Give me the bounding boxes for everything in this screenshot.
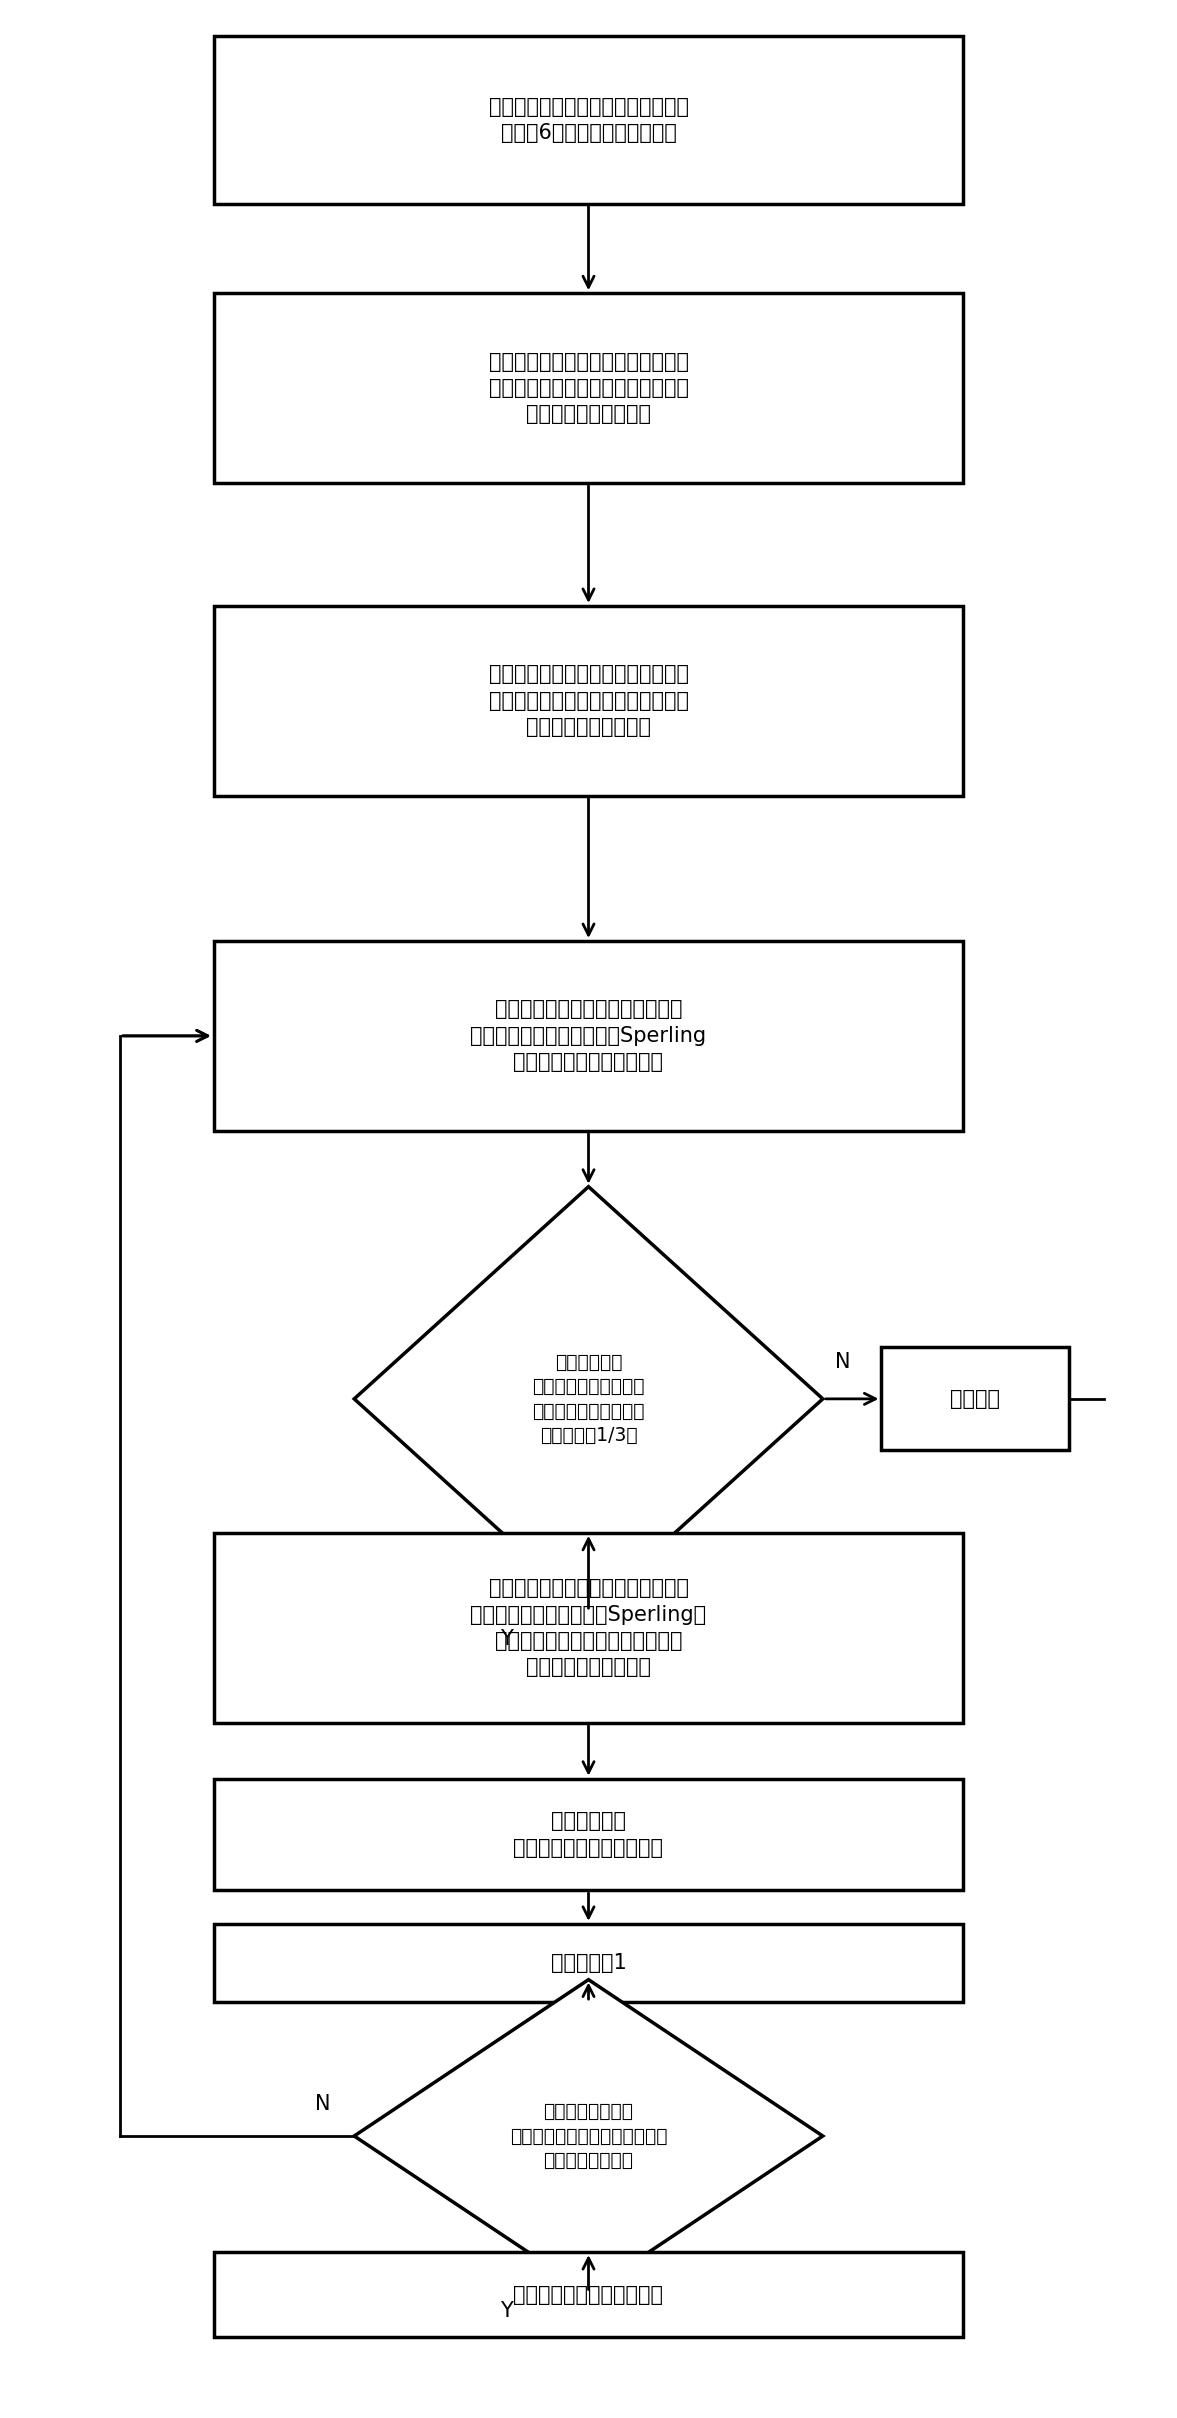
FancyBboxPatch shape: [214, 941, 963, 1132]
FancyBboxPatch shape: [214, 293, 963, 484]
Text: Y: Y: [500, 1630, 513, 1649]
Text: 确定悬架参数的优化范围，并随机产
生所有粒子的初始位置，同时随机产
生所有粒子的初始速度: 确定悬架参数的优化范围，并随机产 生所有粒子的初始位置，同时随机产 生所有粒子的…: [488, 665, 689, 737]
Text: 得到最优解即最优悬架参数: 得到最优解即最优悬架参数: [513, 2285, 664, 2304]
FancyBboxPatch shape: [214, 1925, 963, 2002]
FancyBboxPatch shape: [214, 607, 963, 796]
Text: 根据牛顿运动力学原理，建立轨道车
辆垂向6自由度动力学数学模型: 根据牛顿运动力学原理，建立轨道车 辆垂向6自由度动力学数学模型: [488, 97, 689, 143]
Polygon shape: [354, 1980, 823, 2292]
Text: 悬架参数是否
位于优化范围？悬架动
挠度均方根值是否小于
限位行程的1/3？: 悬架参数是否 位于优化范围？悬架动 挠度均方根值是否小于 限位行程的1/3？: [532, 1354, 645, 1444]
Text: 根据更新公式
进行粒子位置和速度的更新: 根据更新公式 进行粒子位置和速度的更新: [513, 1811, 664, 1857]
Polygon shape: [354, 1187, 823, 1610]
Text: 迭代次数是否达到
最大迭代次数？粒子适应度是否
满足适应度要求？: 迭代次数是否达到 最大迭代次数？粒子适应度是否 满足适应度要求？: [510, 2101, 667, 2169]
FancyBboxPatch shape: [214, 2251, 963, 2338]
FancyBboxPatch shape: [214, 1780, 963, 1891]
Text: 迭代次数加1: 迭代次数加1: [551, 1954, 626, 1973]
FancyBboxPatch shape: [214, 1533, 963, 1722]
Text: 将粒子当前位置赋值为悬架参数，
根据建立的动力学模型计算Sperling
指数和悬架动挠度均方根值: 将粒子当前位置赋值为悬架参数， 根据建立的动力学模型计算Sperling 指数和…: [471, 999, 706, 1071]
Text: 确定粒子自身最优位置和全局最优位
置：定义粒子的适应度为Sperling指
数，计算满足约束要求的粒子适应
度，确定相关最优位置: 确定粒子自身最优位置和全局最优位 置：定义粒子的适应度为Sperling指 数，…: [471, 1579, 706, 1678]
FancyBboxPatch shape: [214, 36, 963, 203]
Text: 算法初始化：确定种群规模、粒子维
数、惯性权重、最大迭代次数、粒子
加速因子、适应度要求: 算法初始化：确定种群规模、粒子维 数、惯性权重、最大迭代次数、粒子 加速因子、适…: [488, 351, 689, 426]
Text: N: N: [834, 1352, 850, 1371]
Text: 粒子舍弃: 粒子舍弃: [950, 1388, 1000, 1410]
Text: N: N: [315, 2094, 331, 2113]
Text: Y: Y: [500, 2302, 513, 2321]
FancyBboxPatch shape: [882, 1347, 1069, 1451]
